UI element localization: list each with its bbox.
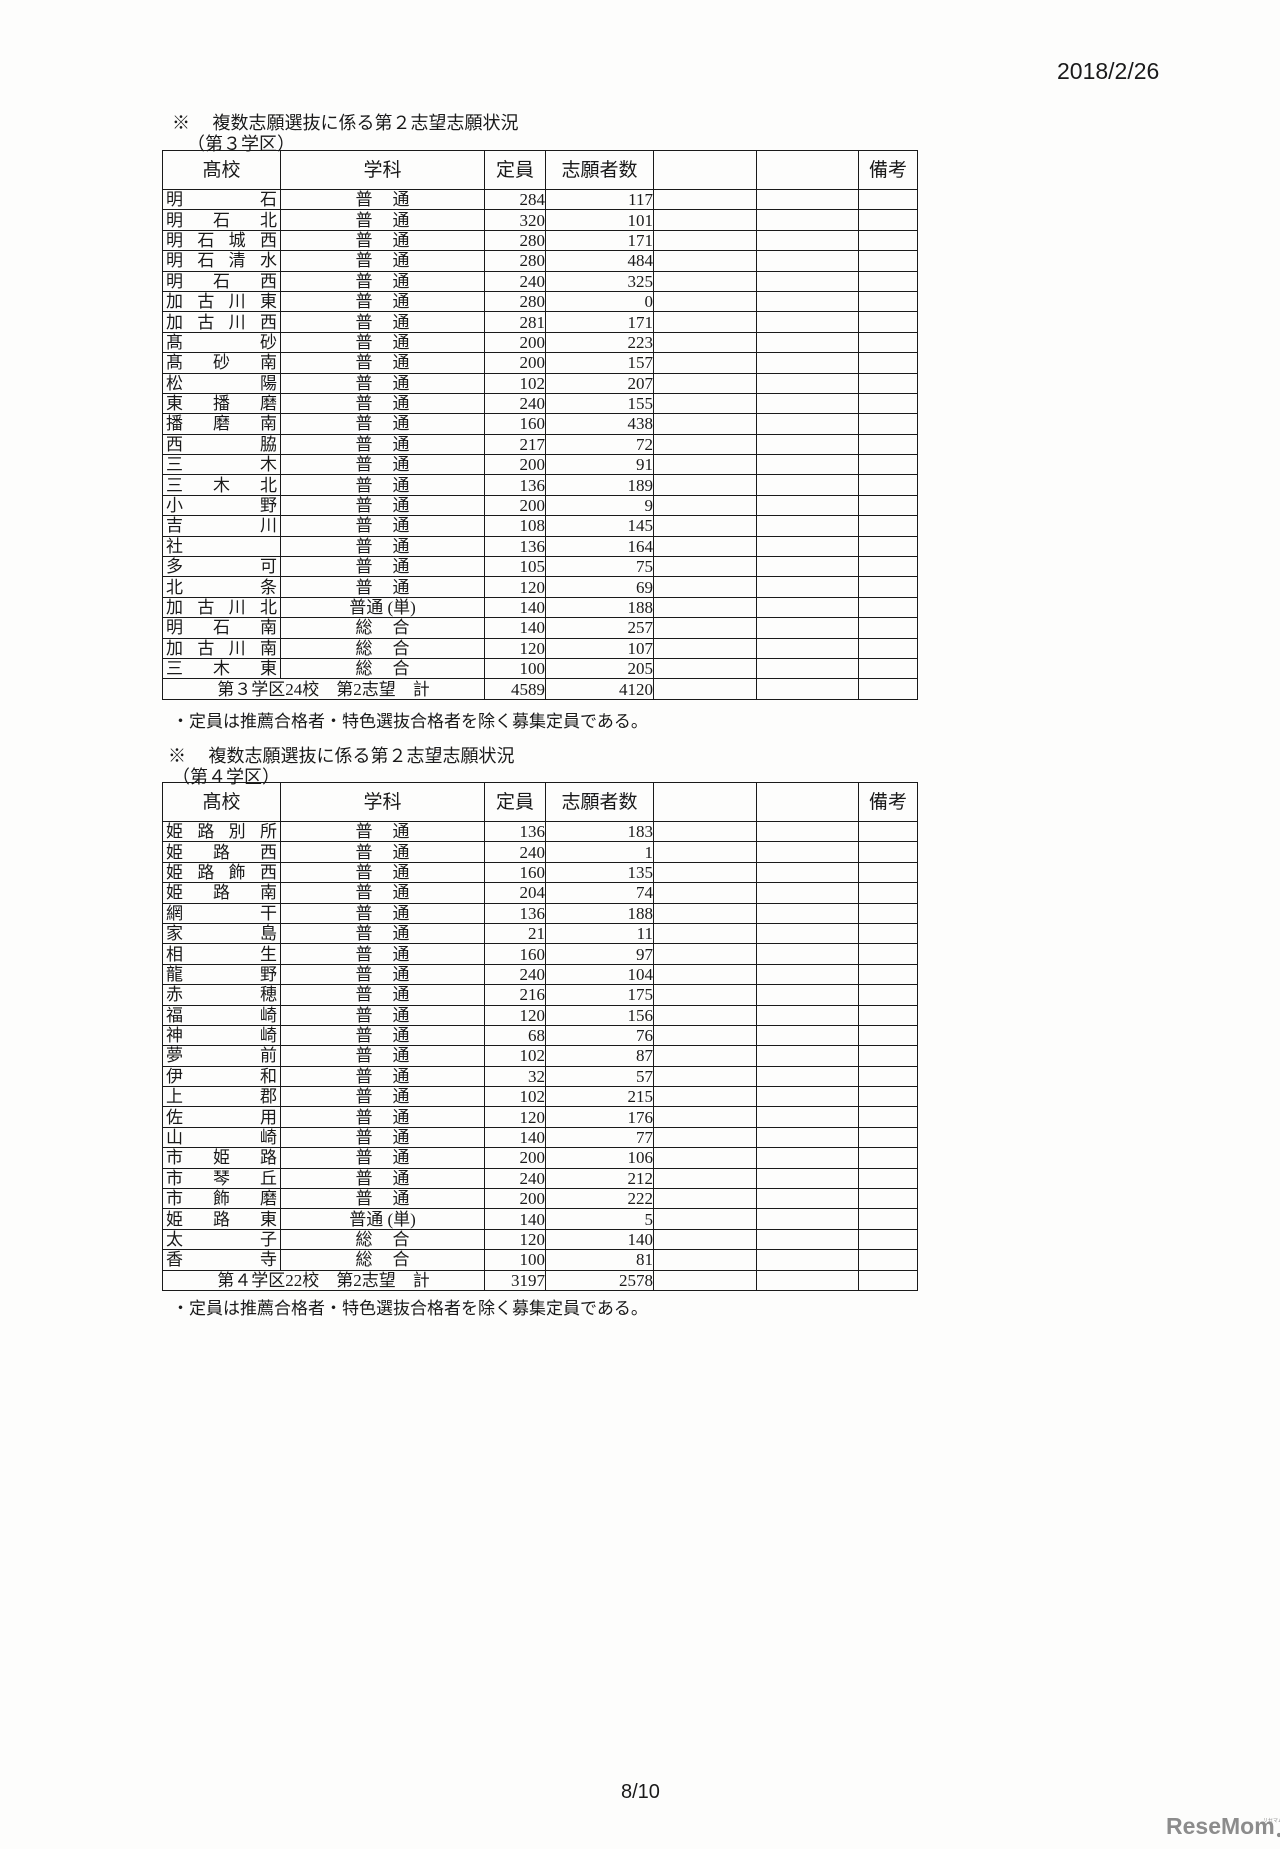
svg-text:ReseMom: ReseMom [1166, 1813, 1275, 1839]
svg-text:リセマム: リセマム [1263, 1818, 1280, 1824]
